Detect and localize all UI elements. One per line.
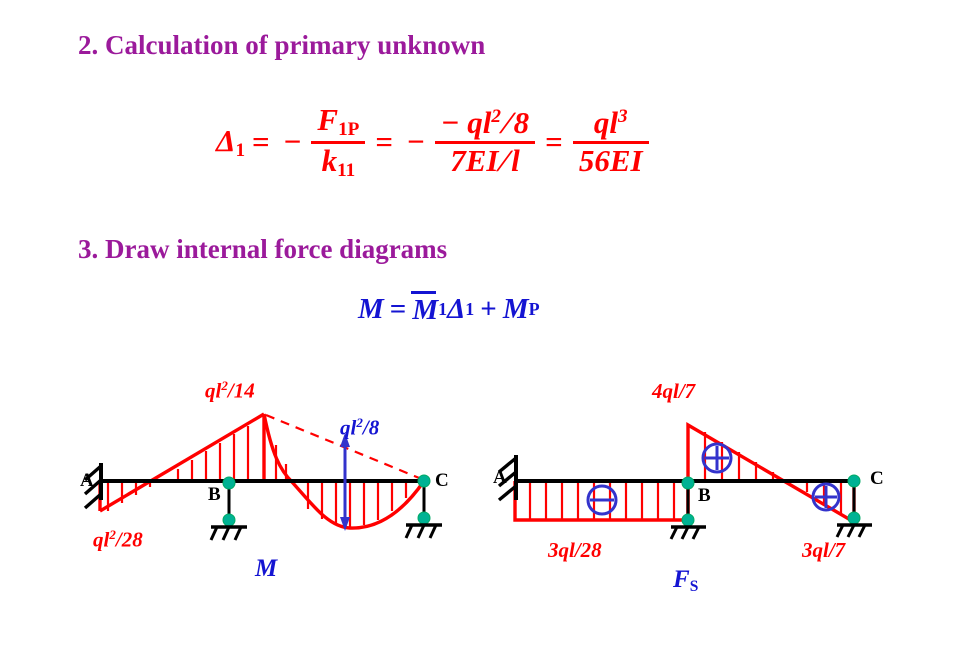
fixed-support-a — [83, 463, 103, 510]
midspan-label-exponent: 2 — [356, 415, 363, 430]
support-label-exponent: 2 — [109, 527, 116, 542]
shear-jump-and-descending-line — [686, 422, 855, 524]
moment-diagram-svg — [83, 412, 442, 541]
shear-node-label-c: C — [870, 468, 884, 489]
moment-curve-ascending — [99, 412, 265, 513]
k-subscript: 11 — [337, 159, 356, 181]
shear-sign-positive — [701, 442, 733, 474]
mp-subscript: P — [528, 299, 540, 319]
moment-node-label-a: A — [80, 470, 94, 491]
delta-term-subscript: 1 — [465, 299, 475, 319]
equation-lhs-delta: Δ1 — [216, 123, 246, 161]
link-support-b — [209, 476, 247, 541]
moment-hatch-parabola — [306, 481, 408, 527]
fraction-bar-1 — [311, 140, 366, 144]
fraction-numerator-minus-ql2-over-8: − ql2/8 — [440, 105, 530, 141]
shear-peak-label: 4ql/7 — [652, 379, 696, 403]
moment-diagram-title: M — [255, 555, 278, 582]
moment-hatch-left — [106, 426, 250, 511]
link-support-c — [404, 474, 442, 539]
equals-sign-2: = — [375, 124, 394, 160]
plus-sign: + — [480, 293, 497, 325]
m-bar-subscript: 1 — [438, 299, 448, 319]
shear-link-support-c — [835, 474, 872, 538]
fraction-denominator-56ei: 56EI — [578, 143, 643, 179]
equals-sign-superposition: = — [389, 293, 407, 325]
delta-subscript: 1 — [235, 139, 246, 161]
shear-link-support-b — [669, 476, 706, 540]
midspan-dimension-arrow — [340, 433, 350, 531]
minus-sign-2: − — [407, 124, 425, 160]
shear-diagram-svg — [497, 422, 872, 540]
moment-node-label-c: C — [435, 470, 449, 491]
moment-support-label: ql2/28 — [93, 527, 143, 552]
shear-sign-negative-right — [811, 482, 841, 512]
moment-midspan-label: ql2/8 — [340, 415, 380, 440]
equals-sign-1: = — [252, 124, 270, 160]
fraction-numerator-f1p: F1P — [317, 102, 360, 140]
ql-exponent-3: 3 — [617, 106, 628, 128]
shear-right-label: 3ql/7 — [802, 538, 846, 562]
shear-title-subscript: S — [689, 577, 699, 595]
fraction-denominator-7ei-over-l: 7EI/l — [450, 143, 520, 179]
heading-draw-internal-force-diagrams: 3. Draw internal force diagrams — [78, 234, 448, 264]
fraction-denominator-k11: k11 — [321, 142, 356, 181]
fraction-ql2-over-7eil: − ql2/8 7EI/l — [434, 105, 536, 179]
delta-term: Δ — [447, 293, 466, 325]
equals-sign-3: = — [545, 124, 563, 160]
ql-exponent-2: 2 — [491, 106, 502, 128]
mp-term: M — [502, 293, 529, 325]
shear-fixed-support-a — [497, 455, 518, 502]
fraction-numerator-ql3: ql3 — [593, 105, 628, 141]
peak-label-exponent: 2 — [221, 378, 228, 393]
superposition-lhs-m: M — [358, 293, 384, 325]
equation-primary-unknown: Δ1 = − F1P k11 = − − ql2/8 7EI/l = ql3 5… — [216, 102, 652, 181]
shear-node-label-a: A — [493, 467, 507, 488]
minus-sign-1: − — [283, 124, 302, 160]
shear-node-label-b: B — [698, 485, 711, 506]
moment-curve-parabola — [262, 413, 426, 530]
moment-peak-label: ql2/14 — [205, 378, 255, 403]
fraction-ql3-over-56ei: ql3 56EI — [572, 105, 649, 179]
shear-sign-negative-left — [586, 484, 618, 516]
m-bar-term: M — [411, 291, 439, 326]
shear-left-label: 3ql/28 — [548, 538, 602, 562]
shear-diagram-title: FS — [673, 566, 699, 595]
moment-node-label-b: B — [208, 484, 221, 505]
fraction-bar-3 — [572, 141, 649, 145]
fraction-f1p-over-k11: F1P k11 — [311, 102, 366, 181]
f-subscript: 1P — [338, 118, 360, 140]
heading-calculation-of-primary-unknown: 2. Calculation of primary unknown — [78, 30, 486, 60]
shear-force-diagram: 4ql/7 3ql/28 3ql/7 A B C FS — [490, 370, 900, 600]
fraction-bar-2 — [434, 141, 536, 145]
bending-moment-diagram: ql2/14 ql2/28 ql2/8 A B C M — [80, 370, 480, 600]
